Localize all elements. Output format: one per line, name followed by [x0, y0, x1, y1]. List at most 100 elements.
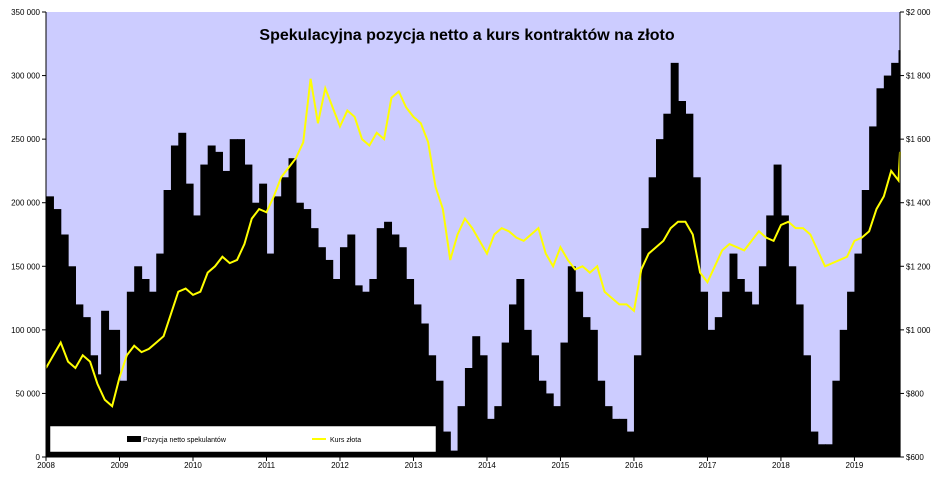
- net-position-bar: [854, 253, 863, 457]
- x-tick-label: 2017: [699, 461, 717, 470]
- net-position-bar: [339, 247, 348, 457]
- x-tick-label: 2011: [258, 461, 276, 470]
- net-position-bar: [178, 132, 187, 458]
- net-position-bar: [891, 62, 900, 458]
- net-position-bar: [575, 291, 584, 457]
- net-position-bar: [68, 266, 76, 457]
- net-position-bar: [494, 406, 503, 457]
- net-position-bar: [457, 406, 466, 457]
- x-tick-label: 2016: [625, 461, 643, 470]
- net-position-bar: [486, 418, 495, 457]
- net-position-bar: [861, 190, 870, 457]
- net-position-bar: [619, 418, 628, 457]
- x-tick-label: 2018: [772, 461, 790, 470]
- net-position-bar: [90, 355, 99, 457]
- right-tick-label: $1 200: [906, 262, 931, 271]
- net-position-bar: [531, 355, 540, 457]
- left-tick-label: 100 000: [11, 326, 40, 335]
- net-position-bar: [156, 253, 165, 457]
- legend: Pozycja netto spekulantów Kurs złota: [49, 425, 437, 453]
- net-position-bar: [670, 62, 679, 458]
- x-tick-label: 2015: [552, 461, 570, 470]
- net-position-bar: [560, 342, 569, 457]
- chart-title: Spekulacyjna pozycja netto a kurs kontra…: [259, 27, 674, 44]
- net-position-bar: [295, 202, 304, 457]
- x-tick-label: 2013: [405, 461, 423, 470]
- net-position-bar: [398, 247, 407, 457]
- net-position-bar: [597, 380, 606, 457]
- net-position-bar: [126, 291, 135, 457]
- net-position-bar: [347, 234, 356, 457]
- axes: 0 50 000 100 000 150 000 200 000 250 000 300 0…: [11, 8, 931, 470]
- x-tick-label: 2009: [111, 461, 129, 470]
- net-position-bar: [108, 329, 121, 457]
- net-position-bar: [119, 380, 128, 457]
- net-position-bar: [810, 431, 819, 457]
- net-position-bar: [604, 406, 613, 457]
- net-position-bar: [707, 329, 716, 457]
- net-position-bar: [450, 450, 459, 457]
- net-position-bar: [523, 329, 532, 457]
- x-tick-label: 2014: [478, 461, 496, 470]
- net-position-bar: [729, 253, 738, 457]
- legend-box: [49, 425, 437, 453]
- left-tick-label: 350 000: [11, 8, 40, 17]
- right-tick-label: $1 400: [906, 199, 931, 208]
- net-position-bars: [46, 50, 901, 458]
- net-position-bar: [317, 247, 326, 457]
- net-position-bar: [60, 234, 69, 457]
- net-position-bar: [251, 202, 260, 457]
- net-position-bar: [641, 228, 650, 457]
- gold-price-line: [45, 78, 901, 408]
- net-position-bar: [795, 304, 804, 457]
- net-position-bar: [229, 139, 238, 457]
- net-position-bar: [369, 279, 378, 457]
- net-position-bar: [101, 310, 110, 457]
- net-position-bar: [244, 164, 253, 457]
- net-position-bar: [744, 291, 753, 457]
- x-tick-label: 2008: [37, 461, 55, 470]
- net-position-bar: [663, 113, 672, 458]
- net-position-bar: [825, 444, 833, 457]
- net-position-bar: [222, 170, 231, 457]
- net-position-bar: [354, 285, 363, 457]
- net-position-bar: [773, 164, 782, 457]
- legend-swatch-net-position: [127, 436, 141, 442]
- net-position-bar: [325, 259, 334, 457]
- left-tick-label: 250 000: [11, 135, 40, 144]
- net-position-bar: [472, 336, 481, 457]
- net-position-bar: [538, 380, 547, 457]
- net-position-bar: [656, 139, 664, 457]
- right-tick-label: $1 800: [906, 72, 931, 81]
- net-position-bar: [442, 431, 451, 457]
- net-position-bar: [192, 215, 201, 457]
- net-position-bar: [876, 88, 885, 457]
- legend-label-net-position: Pozycja netto spekulantów: [143, 437, 227, 444]
- net-position-bar: [869, 126, 878, 458]
- net-position-bar: [288, 158, 297, 457]
- net-position-bar: [303, 209, 312, 457]
- right-tick-label: $1 000: [906, 326, 931, 335]
- left-tick-label: 150 000: [11, 262, 40, 271]
- net-position-bar: [700, 291, 709, 457]
- net-position-bar: [420, 323, 429, 457]
- net-position-bar: [509, 304, 517, 457]
- net-position-bar: [685, 113, 694, 458]
- net-position-bar: [780, 215, 789, 457]
- net-position-bar: [332, 279, 341, 457]
- net-position-bar: [648, 177, 657, 458]
- right-tick-label: $2 000: [906, 8, 931, 17]
- legend-label-gold-price: Kurs złota: [330, 437, 361, 444]
- left-tick-label: 0: [36, 453, 41, 462]
- net-position-bar: [376, 228, 385, 457]
- left-tick-label: 200 000: [11, 199, 40, 208]
- net-position-bar: [413, 304, 422, 457]
- net-position-bar: [545, 393, 554, 457]
- net-position-bar: [751, 304, 760, 457]
- net-position-bar: [391, 234, 400, 457]
- net-position-bar: [428, 355, 437, 457]
- right-tick-label: $1 600: [906, 135, 931, 144]
- net-position-bar: [611, 418, 620, 457]
- net-position-bar: [185, 183, 194, 457]
